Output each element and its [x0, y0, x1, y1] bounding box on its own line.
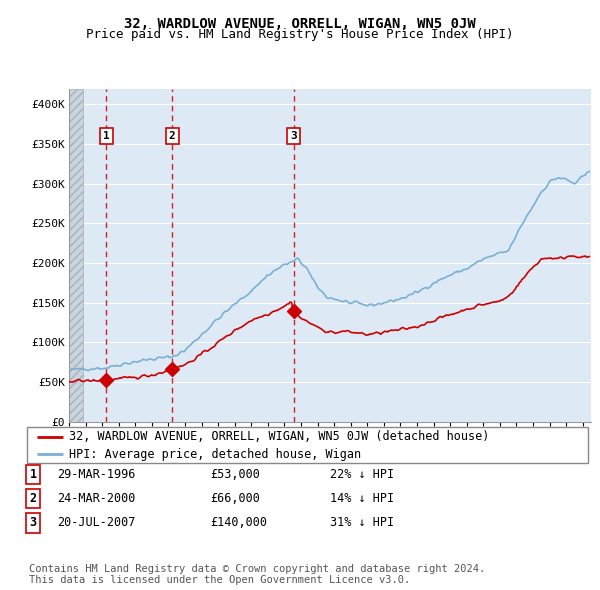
Text: 22% ↓ HPI: 22% ↓ HPI	[330, 468, 394, 481]
Text: Contains HM Land Registry data © Crown copyright and database right 2024.
This d: Contains HM Land Registry data © Crown c…	[29, 563, 485, 585]
Text: Price paid vs. HM Land Registry's House Price Index (HPI): Price paid vs. HM Land Registry's House …	[86, 28, 514, 41]
Text: 32, WARDLOW AVENUE, ORRELL, WIGAN, WN5 0JW: 32, WARDLOW AVENUE, ORRELL, WIGAN, WN5 0…	[124, 17, 476, 31]
Text: 31% ↓ HPI: 31% ↓ HPI	[330, 516, 394, 529]
Text: 3: 3	[290, 131, 297, 141]
Text: £53,000: £53,000	[210, 468, 260, 481]
Text: 14% ↓ HPI: 14% ↓ HPI	[330, 492, 394, 505]
Text: 29-MAR-1996: 29-MAR-1996	[57, 468, 136, 481]
Text: £140,000: £140,000	[210, 516, 267, 529]
Text: 24-MAR-2000: 24-MAR-2000	[57, 492, 136, 505]
Text: 1: 1	[103, 131, 109, 141]
Text: HPI: Average price, detached house, Wigan: HPI: Average price, detached house, Wiga…	[69, 447, 361, 461]
Text: 3: 3	[29, 516, 37, 529]
Text: 32, WARDLOW AVENUE, ORRELL, WIGAN, WN5 0JW (detached house): 32, WARDLOW AVENUE, ORRELL, WIGAN, WN5 0…	[69, 430, 490, 443]
Text: 2: 2	[169, 131, 176, 141]
Text: 1: 1	[29, 468, 37, 481]
Text: 20-JUL-2007: 20-JUL-2007	[57, 516, 136, 529]
Text: 2: 2	[29, 492, 37, 505]
Text: £66,000: £66,000	[210, 492, 260, 505]
